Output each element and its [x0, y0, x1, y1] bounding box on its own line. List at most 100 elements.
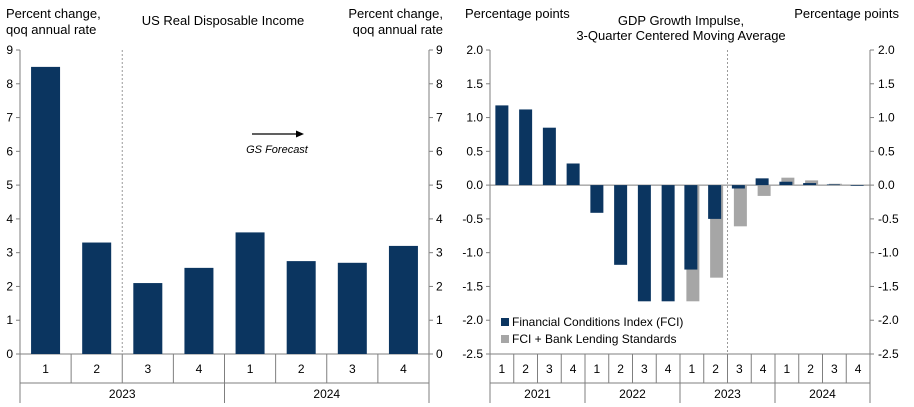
gdp-quarter-label: 3	[641, 362, 648, 376]
gdp-year-label: 2021	[524, 387, 551, 401]
gdp-left-ytick-label: 2.0	[466, 43, 483, 57]
income-right-ytick-label: 7	[436, 111, 443, 125]
gdp-bar-fci	[566, 163, 580, 186]
gdp-bars	[495, 105, 866, 302]
gdp-quarter-label: 2	[617, 362, 624, 376]
gdp-year-label: 2023	[714, 387, 741, 401]
income-bars	[31, 66, 418, 354]
gdp-quarter-label: 1	[594, 362, 601, 376]
gdp-right-ylabel: Percentage points	[794, 6, 899, 21]
income-quarter-label: 1	[247, 362, 254, 376]
gdp-bar-fci	[731, 185, 745, 189]
income-bar	[133, 283, 163, 354]
gdp-quarter-label: 1	[689, 362, 696, 376]
gdp-quarter-label: 4	[570, 362, 577, 376]
gdp-left-ytick-label: -0.5	[462, 212, 483, 226]
gdp-bar-fci	[803, 183, 817, 186]
gdp-bar-fci	[495, 105, 509, 186]
gdp-right-ytick-label: 1.0	[878, 111, 895, 125]
gdp-quarter-label: 2	[712, 362, 719, 376]
income-left-ytick-label: 2	[6, 279, 13, 293]
gdp-left-ytick-label: -1.0	[462, 246, 483, 260]
legend-swatch-fci	[501, 318, 509, 326]
income-quarter-label: 3	[144, 362, 151, 376]
income-tick-marks	[16, 49, 433, 355]
income-left-ytick-label: 9	[6, 43, 13, 57]
gdp-bar-fci	[661, 185, 675, 302]
income-right-ytick-label: 9	[436, 43, 443, 57]
legend-swatch-fci-bls	[501, 335, 509, 343]
gdp-right-ytick-label: 0.5	[878, 144, 895, 158]
gdp-bar-fci	[684, 185, 698, 270]
gdp-quarter-label: 2	[522, 362, 529, 376]
gdp-bar-fci	[779, 181, 793, 186]
gdp-left-ytick-label: 0.5	[466, 144, 483, 158]
gdp-quarter-label: 2	[807, 362, 814, 376]
gdp-left-ytick-label: 0.0	[466, 178, 483, 192]
gdp-bar-fci-bls	[805, 180, 819, 186]
income-quarter-label: 4	[196, 362, 203, 376]
income-bar	[31, 66, 61, 354]
gdp-left-ytick-label: 1.5	[466, 77, 483, 91]
gdp-quarter-label: 1	[499, 362, 506, 376]
gdp-quarter-label: 4	[855, 362, 862, 376]
legend-label-fci-bls: FCI + Bank Lending Standards	[512, 332, 676, 346]
gdp-bar-fci	[614, 185, 628, 265]
income-bar	[388, 245, 418, 354]
gdp-legend: Financial Conditions Index (FCI) FCI + B…	[501, 315, 683, 346]
income-left-ylabel-line2: qoq annual rate	[6, 22, 96, 37]
gdp-quarter-labels: 1 2 3 4 1 2 3 4 1 2 3 4 1 2 3 4	[499, 362, 862, 376]
gs-forecast-annotation: GS Forecast	[246, 144, 309, 156]
gdp-year-label: 2024	[809, 387, 836, 401]
gdp-right-ytick-label: -2.0	[878, 313, 899, 327]
gdp-bar-fci	[519, 109, 533, 186]
income-bar	[286, 261, 316, 354]
income-right-ytick-label: 1	[436, 313, 443, 327]
income-bar	[184, 267, 214, 354]
gdp-bar-fci-bls	[781, 177, 795, 186]
gdp-bar-fci	[542, 127, 556, 186]
gdp-year-label: 2022	[619, 387, 646, 401]
income-quarter-label: 1	[42, 362, 49, 376]
income-quarter-label: 3	[349, 362, 356, 376]
income-quarter-labels: 1 2 3 4 1 2 3 4	[42, 362, 407, 376]
gdp-bar-fci	[708, 185, 722, 219]
gdp-year-labels: 2021 2022 2023 2024	[524, 387, 836, 401]
gdp-bar-fci	[637, 185, 651, 302]
income-quarter-label: 2	[93, 362, 100, 376]
income-right-ytick-label: 0	[436, 347, 443, 361]
gdp-left-ylabel: Percentage points	[465, 6, 570, 21]
income-bar	[235, 232, 265, 354]
gdp-category-table	[489, 354, 871, 403]
gdp-right-ytick-label: -1.0	[878, 246, 899, 260]
income-chart: US Real Disposable Income Percent change…	[6, 6, 443, 403]
gdp-bar-fci	[826, 184, 840, 186]
income-bar	[337, 262, 367, 354]
gdp-right-ytick-labels: 2.0 1.5 1.0 0.5 0.0 -0.5 -1.0 -1.5 -2.0 -2.5	[878, 43, 899, 361]
gdp-quarter-label: 4	[760, 362, 767, 376]
income-chart-title: US Real Disposable Income	[142, 13, 305, 28]
gdp-right-ytick-label: 0.0	[878, 178, 895, 192]
gdp-quarter-label: 1	[784, 362, 791, 376]
income-left-ytick-labels: 0 1 2 3 4 5 6 7 8 9	[6, 43, 13, 361]
gdp-quarter-label: 3	[831, 362, 838, 376]
gdp-right-ytick-label: -1.5	[878, 279, 899, 293]
income-quarter-label: 2	[298, 362, 305, 376]
gdp-bar-fci	[590, 185, 604, 213]
gdp-left-ytick-labels: 2.0 1.5 1.0 0.5 0.0 -0.5 -1.0 -1.5 -2.0 -2.5	[462, 43, 483, 361]
income-right-ytick-label: 2	[436, 279, 443, 293]
income-quarter-label: 4	[400, 362, 407, 376]
gdp-tick-marks	[486, 49, 874, 355]
gdp-quarter-label: 4	[665, 362, 672, 376]
income-right-ylabel-line2: qoq annual rate	[353, 22, 443, 37]
gdp-right-ytick-label: 2.0	[878, 43, 895, 57]
income-left-ytick-label: 1	[6, 313, 13, 327]
income-bar	[82, 242, 112, 354]
gdp-left-ytick-label: -2.0	[462, 313, 483, 327]
gdp-impulse-chart: GDP Growth Impulse, 3-Quarter Centered M…	[462, 6, 899, 403]
income-left-ytick-label: 6	[6, 144, 13, 158]
income-right-ylabel-line1: Percent change,	[348, 6, 443, 21]
income-left-ytick-label: 4	[6, 212, 13, 226]
gdp-bar-fci	[850, 185, 864, 186]
